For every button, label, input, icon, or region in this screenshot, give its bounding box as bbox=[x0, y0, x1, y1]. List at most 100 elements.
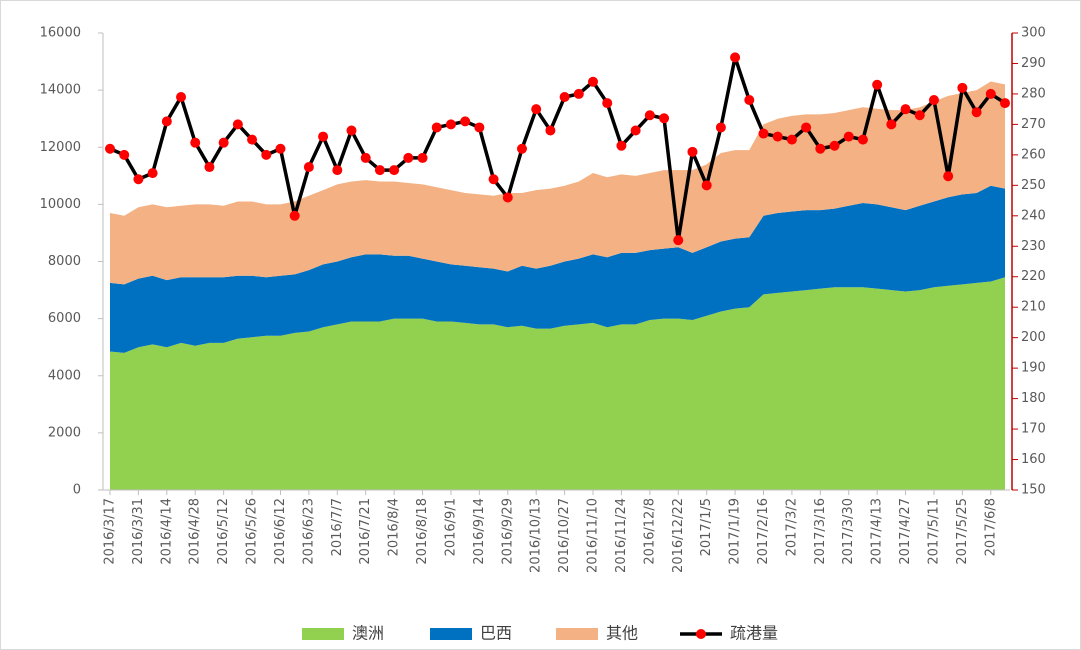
marker bbox=[744, 95, 755, 106]
y2-tick-label: 180 bbox=[1021, 391, 1046, 406]
marker bbox=[673, 235, 684, 246]
marker bbox=[857, 134, 868, 145]
x-tick-label: 2016/5/12 bbox=[216, 498, 231, 565]
legend-label: 疏港量 bbox=[730, 624, 778, 643]
x-tick-label: 2016/12/22 bbox=[671, 498, 686, 573]
marker bbox=[105, 143, 115, 154]
marker bbox=[218, 137, 229, 148]
marker bbox=[715, 122, 726, 133]
marker bbox=[701, 180, 712, 191]
y2-tick-label: 300 bbox=[1021, 26, 1046, 41]
legend-swatch bbox=[302, 628, 344, 640]
x-tick-label: 2016/11/24 bbox=[614, 498, 629, 573]
marker bbox=[786, 134, 797, 145]
marker bbox=[374, 165, 385, 176]
y2-tick-label: 190 bbox=[1021, 361, 1046, 376]
x-tick-label: 2016/11/10 bbox=[586, 498, 601, 573]
x-tick-label: 2017/6/8 bbox=[983, 498, 998, 556]
x-tick-label: 2016/7/7 bbox=[330, 498, 345, 556]
y2-tick-label: 290 bbox=[1021, 56, 1046, 71]
marker bbox=[545, 125, 556, 136]
marker bbox=[687, 146, 698, 157]
marker bbox=[914, 110, 925, 121]
marker bbox=[417, 152, 428, 163]
x-tick-label: 2017/5/25 bbox=[955, 498, 970, 565]
marker bbox=[900, 104, 911, 115]
y2-tick-label: 170 bbox=[1021, 422, 1046, 437]
marker bbox=[133, 174, 144, 185]
y2-tick-label: 160 bbox=[1021, 452, 1046, 467]
marker bbox=[588, 76, 599, 87]
legend-label: 澳洲 bbox=[352, 624, 384, 643]
x-tick-label: 2016/4/28 bbox=[188, 498, 203, 565]
legend-label: 巴西 bbox=[480, 624, 512, 643]
x-tick-label: 2017/1/19 bbox=[728, 498, 743, 565]
marker bbox=[161, 116, 172, 127]
marker bbox=[559, 91, 570, 102]
marker bbox=[630, 125, 641, 136]
legend-swatch bbox=[430, 628, 472, 640]
x-tick-label: 2016/6/23 bbox=[301, 498, 316, 565]
marker bbox=[204, 162, 215, 173]
marker bbox=[147, 168, 158, 179]
x-tick-label: 2016/12/8 bbox=[642, 498, 657, 565]
marker bbox=[502, 192, 513, 203]
y-tick-label: 10000 bbox=[40, 197, 81, 212]
marker bbox=[602, 98, 613, 109]
y-tick-label: 4000 bbox=[48, 368, 81, 383]
marker bbox=[474, 122, 485, 133]
marker bbox=[531, 104, 542, 115]
marker bbox=[943, 171, 954, 182]
x-tick-label: 2016/8/18 bbox=[415, 498, 430, 565]
y2-tick-label: 210 bbox=[1021, 300, 1046, 315]
marker bbox=[275, 143, 286, 154]
marker bbox=[332, 165, 343, 176]
marker bbox=[928, 95, 939, 106]
y2-tick-label: 200 bbox=[1021, 330, 1046, 345]
marker bbox=[843, 131, 854, 142]
marker bbox=[403, 152, 414, 163]
x-tick-label: 2017/2/16 bbox=[756, 498, 771, 565]
legend-marker bbox=[696, 629, 706, 639]
y-tick-label: 6000 bbox=[48, 311, 81, 326]
x-tick-label: 2017/1/5 bbox=[699, 498, 714, 556]
y2-tick-label: 250 bbox=[1021, 178, 1046, 193]
marker bbox=[431, 122, 442, 133]
marker bbox=[872, 79, 883, 90]
x-tick-label: 2016/9/1 bbox=[443, 498, 458, 556]
marker bbox=[886, 119, 897, 130]
marker bbox=[758, 128, 769, 139]
x-tick-label: 2016/10/13 bbox=[529, 498, 544, 573]
x-tick-label: 2016/9/29 bbox=[500, 498, 515, 565]
y2-tick-label: 270 bbox=[1021, 117, 1046, 132]
x-tick-label: 2017/3/2 bbox=[784, 498, 799, 556]
marker bbox=[389, 165, 400, 176]
marker bbox=[772, 131, 783, 142]
marker bbox=[616, 140, 627, 151]
marker bbox=[985, 88, 996, 99]
x-tick-label: 2017/3/30 bbox=[841, 498, 856, 565]
marker bbox=[659, 113, 670, 124]
x-tick-label: 2016/7/21 bbox=[358, 498, 373, 565]
line bbox=[109, 55, 1006, 242]
marker bbox=[346, 125, 357, 136]
y2-tick-label: 280 bbox=[1021, 86, 1046, 101]
x-tick-label: 2016/9/14 bbox=[472, 498, 487, 565]
marker bbox=[232, 119, 243, 130]
y2-tick-label: 220 bbox=[1021, 269, 1046, 284]
y2-tick-label: 230 bbox=[1021, 239, 1046, 254]
y2-tick-label: 260 bbox=[1021, 147, 1046, 162]
marker bbox=[957, 82, 968, 93]
marker bbox=[516, 143, 527, 154]
area bbox=[110, 277, 1005, 490]
y-tick-label: 2000 bbox=[48, 425, 81, 440]
y-tick-label: 0 bbox=[73, 483, 81, 498]
marker bbox=[644, 110, 655, 121]
marker bbox=[261, 149, 272, 160]
area bbox=[110, 81, 1005, 285]
marker bbox=[730, 52, 741, 63]
marker bbox=[460, 116, 471, 127]
y-tick-label: 16000 bbox=[40, 26, 81, 41]
y-tick-label: 14000 bbox=[40, 83, 81, 98]
